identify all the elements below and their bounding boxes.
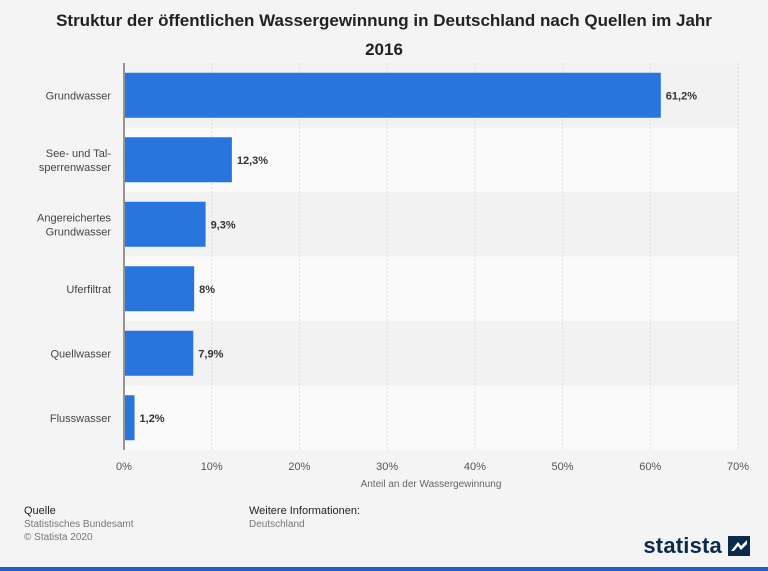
category-label: Flusswasser [50,413,111,425]
copyright: © Statista 2020 [24,532,93,543]
x-axis-label: Anteil an der Wassergewinnung [361,479,502,490]
bar [125,137,232,183]
statista-logo[interactable]: statista [643,533,750,559]
row-band [124,192,738,257]
x-tick-label: 20% [288,461,310,473]
bar [125,266,195,312]
source-name: Statistisches Bundesamt [24,519,134,530]
row-band [124,321,738,386]
chart-title: Struktur der öffentlichen Wassergewinnun… [56,11,712,59]
bar-value-label: 12,3% [237,155,268,167]
bar [125,395,135,441]
bar-value-label: 61,2% [666,90,697,102]
x-tick-label: 60% [639,461,661,473]
brand-name: statista [643,533,722,558]
x-tick-label: 10% [201,461,223,473]
category-label: Uferfiltrat [66,284,111,296]
bar-value-label: 1,2% [140,413,165,425]
x-tick-label: 40% [464,461,486,473]
bar [125,201,206,247]
bar [125,330,194,376]
row-band [124,256,738,321]
source-heading: Quelle [24,505,56,517]
info-heading: Weitere Informationen: [249,505,361,517]
x-tick-label: 0% [116,461,132,473]
x-tick-label: 50% [552,461,574,473]
category-label: Grundwasser [46,90,112,102]
x-tick-label: 30% [376,461,398,473]
category-label: Quellwasser [50,348,111,360]
bar-value-label: 9,3% [211,219,236,231]
row-band [124,385,738,450]
category-label: Angereichertes Grundwasser [37,212,111,238]
x-tick-label: 70% [727,461,749,473]
statista-flag-icon [728,536,750,556]
bar-chart: 61,2% 12,3% 9,3% 8% 7,9% 1,2% Grundwasser See-… [37,63,749,490]
bar-value-label: 7,9% [198,348,223,360]
bar-value-label: 8% [199,284,215,296]
footer-accent-line [0,567,768,571]
bar [125,72,661,118]
info-text[interactable]: Deutschland [249,519,305,530]
category-label: See- und Tal-sperrenwasser [39,148,111,174]
